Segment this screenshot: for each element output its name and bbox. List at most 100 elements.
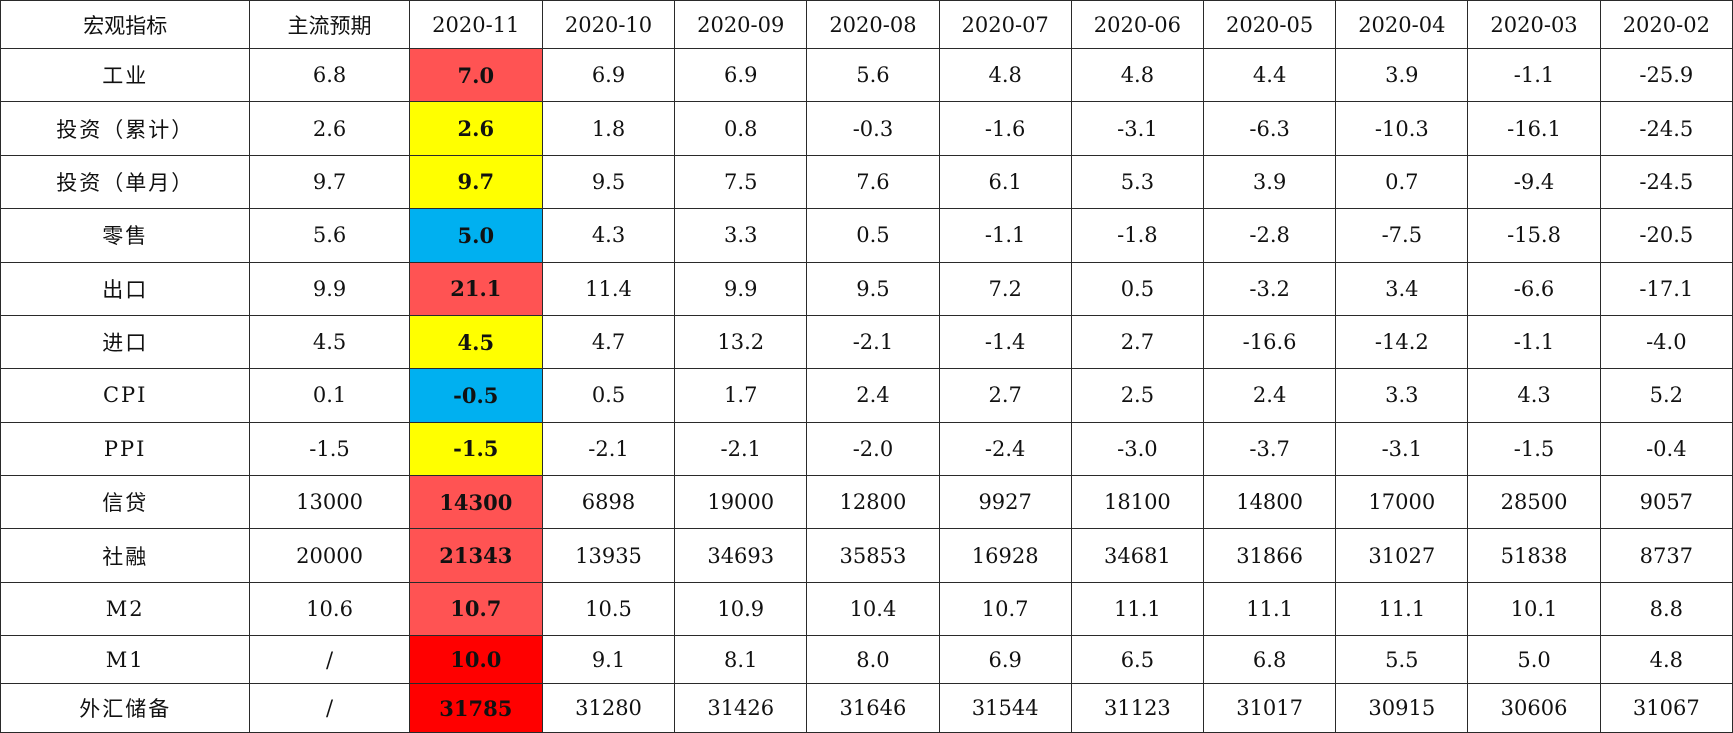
expected-cell: 20000 xyxy=(249,528,410,583)
history-cell: -24.5 xyxy=(1599,154,1733,210)
table-row: PPI -1.5 -1.5 -2.1 -2.1 -2.0 -2.4 -3.0 -3.7 -3.1-… xyxy=(0,421,1733,477)
header-month: 2020-09 xyxy=(674,0,808,49)
indicator-cell: 零售 xyxy=(0,208,251,263)
header-month: 2020-02 xyxy=(1599,0,1733,49)
history-cell: -6.3 xyxy=(1202,101,1337,156)
history-cell: -3.7 xyxy=(1202,421,1337,477)
history-cell: -2.1 xyxy=(806,314,940,370)
history-cell: 31280 xyxy=(541,683,676,733)
table-body: 工业 6.8 7.0 6.9 6.9 5.6 4.8 4.8 4.4 3.9 -1.1 -25.9 投资… xyxy=(0,47,1733,733)
history-cell: 4.7 xyxy=(541,314,676,370)
history-cell: 6.5 xyxy=(1070,635,1205,685)
history-cell: -3.1 xyxy=(1335,421,1469,477)
history-cell: 4.3 xyxy=(1467,368,1601,423)
expected-cell: / xyxy=(249,635,410,685)
history-cell: -1.1 xyxy=(938,208,1072,263)
history-cell: 3.3 xyxy=(674,208,808,263)
history-cell: -14.2 xyxy=(1335,314,1469,370)
history-cell: -20.5 xyxy=(1599,208,1733,263)
current-value-cell: 14300 xyxy=(408,474,543,530)
history-cell: 10.5 xyxy=(541,581,676,637)
current-value-cell: 5.0 xyxy=(408,208,543,263)
current-value-cell: 21.1 xyxy=(408,261,543,316)
history-cell: 6.1 xyxy=(938,154,1072,210)
current-value-cell: 7.0 xyxy=(408,47,543,103)
history-cell: 9.5 xyxy=(806,261,940,316)
history-cell: -2.0 xyxy=(806,421,940,477)
history-cell: 13.2 xyxy=(674,314,808,370)
history-cell: 5.5 xyxy=(1335,635,1469,685)
history-cell: 10.1 xyxy=(1467,581,1601,637)
history-cell: 3.3 xyxy=(1335,368,1469,423)
header-expected: 主流预期 xyxy=(249,0,410,49)
history-cell: 6.9 xyxy=(938,635,1072,685)
history-cell: 5.2 xyxy=(1599,368,1733,423)
history-cell: 34681 xyxy=(1070,528,1205,583)
expected-cell: 9.9 xyxy=(249,261,410,316)
history-cell: -1.5 xyxy=(1467,421,1601,477)
history-cell: 5.3 xyxy=(1070,154,1205,210)
history-cell: 6898 xyxy=(541,474,676,530)
history-cell: -7.5 xyxy=(1335,208,1469,263)
history-cell: 31027 xyxy=(1335,528,1469,583)
expected-cell: 0.1 xyxy=(249,368,410,423)
history-cell: 9.1 xyxy=(541,635,676,685)
current-value-cell: 31785 xyxy=(408,683,543,733)
expected-cell: 5.6 xyxy=(249,208,410,263)
history-cell: -1.8 xyxy=(1070,208,1205,263)
current-value-cell: 9.7 xyxy=(408,154,543,210)
history-cell: 17000 xyxy=(1335,474,1469,530)
history-cell: 2.4 xyxy=(806,368,940,423)
history-cell: 3.4 xyxy=(1335,261,1469,316)
header-month: 2020-07 xyxy=(938,0,1072,49)
history-cell: 3.9 xyxy=(1202,154,1337,210)
history-cell: 31067 xyxy=(1599,683,1733,733)
indicator-cell: 社融 xyxy=(0,528,251,583)
expected-cell: / xyxy=(249,683,410,733)
header-month: 2020-10 xyxy=(541,0,676,49)
history-cell: -0.4 xyxy=(1599,421,1733,477)
history-cell: 31866 xyxy=(1202,528,1337,583)
indicator-cell: 投资（累计） xyxy=(0,101,251,156)
header-month: 2020-08 xyxy=(806,0,940,49)
indicator-cell: M2 xyxy=(0,581,251,637)
history-cell: 51838 xyxy=(1467,528,1601,583)
history-cell: 9927 xyxy=(938,474,1072,530)
history-cell: -1.1 xyxy=(1467,314,1601,370)
expected-cell: 4.5 xyxy=(249,314,410,370)
current-value-cell: 2.6 xyxy=(408,101,543,156)
history-cell: 7.5 xyxy=(674,154,808,210)
current-value-cell: -1.5 xyxy=(408,421,543,477)
history-cell: 8737 xyxy=(1599,528,1733,583)
table-row: M2 10.6 10.7 10.5 10.9 10.4 10.7 11.1 11.1 11.1 10… xyxy=(0,581,1733,637)
history-cell: -3.2 xyxy=(1202,261,1337,316)
history-cell: 30606 xyxy=(1467,683,1601,733)
history-cell: 5.0 xyxy=(1467,635,1601,685)
history-cell: -6.6 xyxy=(1467,261,1601,316)
header-month: 2020-06 xyxy=(1070,0,1205,49)
history-cell: -0.3 xyxy=(806,101,940,156)
history-cell: 28500 xyxy=(1467,474,1601,530)
table-row: 工业 6.8 7.0 6.9 6.9 5.6 4.8 4.8 4.4 3.9 -1.1 -25.9 xyxy=(0,47,1733,103)
history-cell: -9.4 xyxy=(1467,154,1601,210)
history-cell: -3.0 xyxy=(1070,421,1205,477)
expected-cell: 13000 xyxy=(249,474,410,530)
expected-cell: 2.6 xyxy=(249,101,410,156)
indicator-cell: CPI xyxy=(0,368,251,423)
table-row: M1/10.0 9.1 8.1 8.0 6.9 6.5 6.8 5.5 5.0 4.8 xyxy=(0,635,1733,685)
history-cell: 11.1 xyxy=(1202,581,1337,637)
history-cell: 3.9 xyxy=(1335,47,1469,103)
history-cell: 34693 xyxy=(674,528,808,583)
header-month: 2020-04 xyxy=(1335,0,1469,49)
table-row: 零售 5.6 5.0 4.3 3.3 0.5 -1.1 -1.8 -2.8 -7.5 -15.8 -2… xyxy=(0,208,1733,263)
history-cell: 8.8 xyxy=(1599,581,1733,637)
history-cell: 30915 xyxy=(1335,683,1469,733)
history-cell: 9.5 xyxy=(541,154,676,210)
history-cell: 2.4 xyxy=(1202,368,1337,423)
history-cell: 4.4 xyxy=(1202,47,1337,103)
history-cell: 1.7 xyxy=(674,368,808,423)
history-cell: 16928 xyxy=(938,528,1072,583)
history-cell: -25.9 xyxy=(1599,47,1733,103)
history-cell: -15.8 xyxy=(1467,208,1601,263)
indicator-cell: 投资（单月） xyxy=(0,154,251,210)
